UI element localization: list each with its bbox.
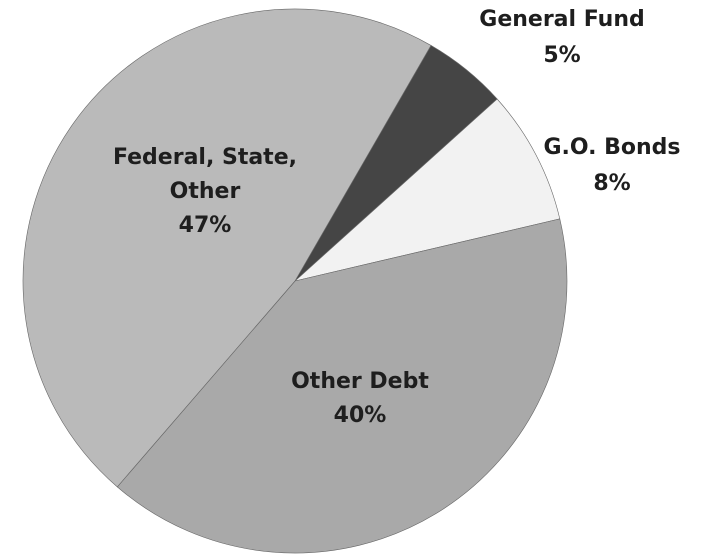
- pie-slice: [116, 218, 568, 554]
- value-label: 47%: [179, 213, 232, 238]
- pie-slice: [22, 8, 432, 488]
- slice-label: General Fund: [479, 7, 644, 32]
- value-label: 8%: [593, 171, 630, 196]
- value-label: 5%: [543, 43, 580, 68]
- slice-label: Federal, State, Other: [113, 145, 297, 204]
- label-line: Other: [170, 179, 241, 204]
- slice-label: Other Debt: [291, 369, 429, 394]
- slice-label: G.O. Bonds: [543, 135, 680, 160]
- label-line: Federal, State,: [113, 145, 297, 170]
- value-label: 40%: [334, 403, 387, 428]
- pie-slice: [294, 98, 561, 282]
